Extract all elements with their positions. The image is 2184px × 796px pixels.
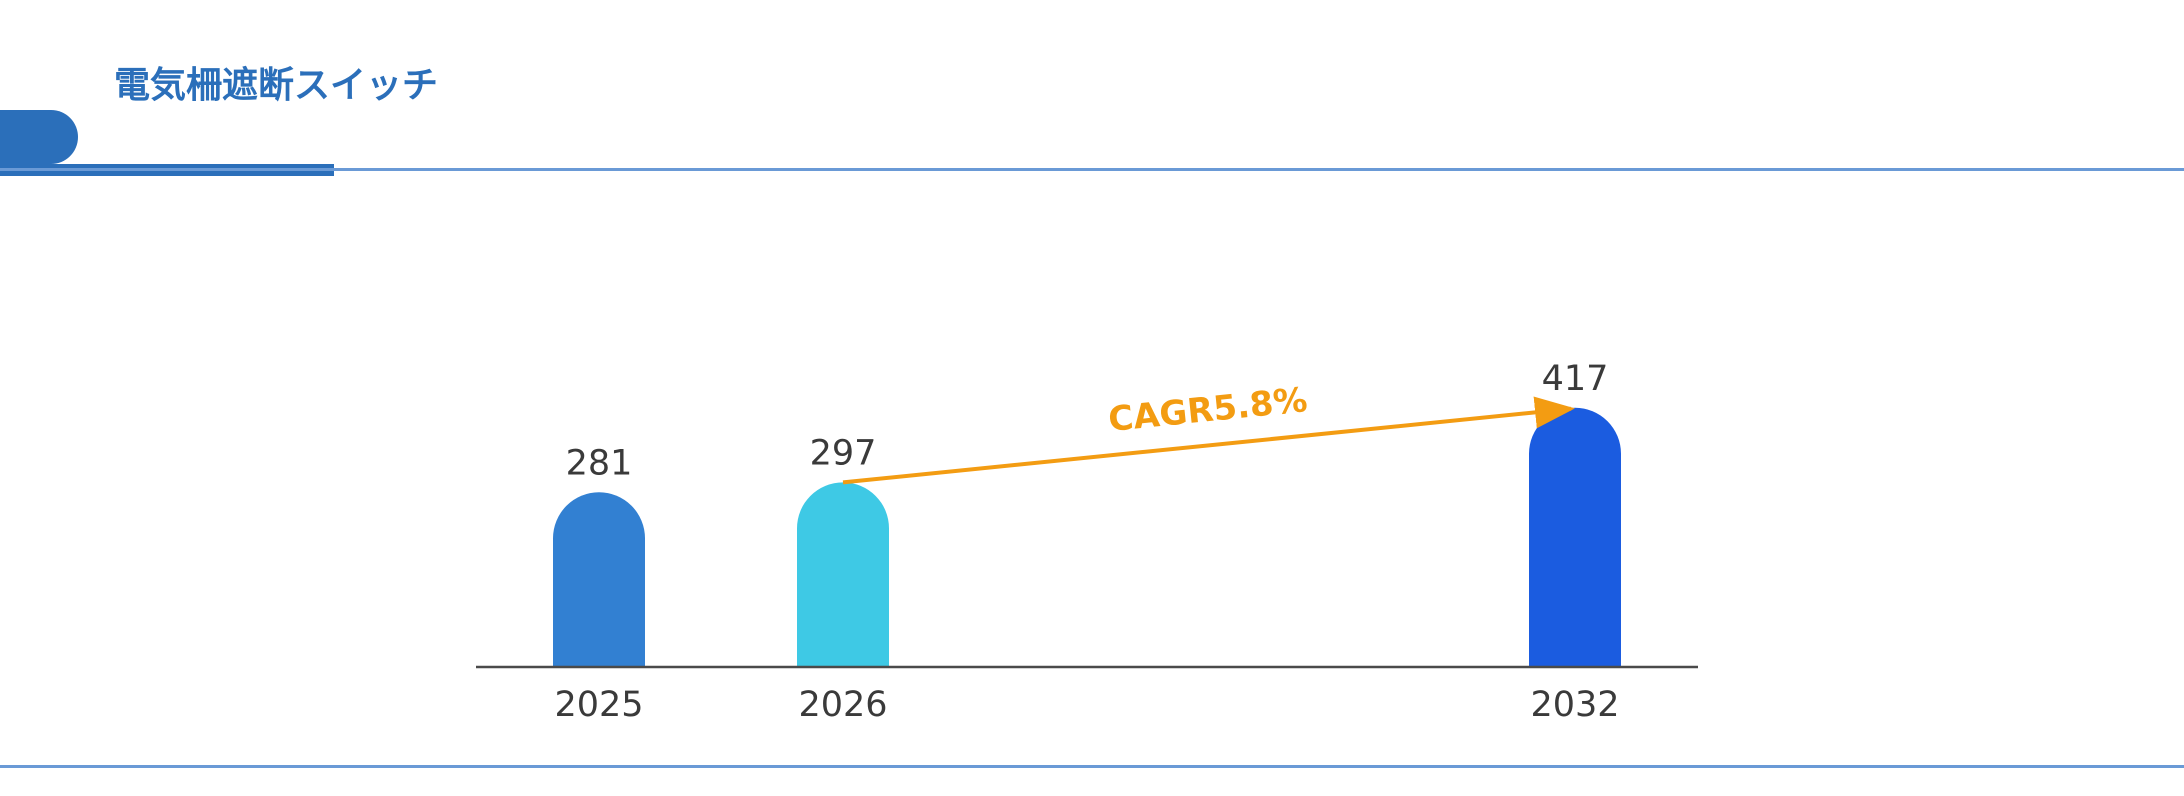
data-label-2026: 297 bbox=[810, 433, 877, 473]
header-tab-decoration bbox=[0, 110, 78, 164]
data-label-2032: 417 bbox=[1542, 359, 1609, 399]
cagr-annotation: CAGR5.8% bbox=[842, 380, 1575, 485]
bar-2025 bbox=[553, 492, 645, 667]
bar-2026 bbox=[797, 482, 890, 667]
x-tick-label-2032: 2032 bbox=[1530, 685, 1619, 725]
footer-divider-line bbox=[0, 765, 2184, 768]
x-tick-label-2026: 2026 bbox=[798, 685, 887, 725]
bar-2032 bbox=[1529, 407, 1621, 667]
page-title: 電気柵遮断スイッチ bbox=[114, 65, 439, 106]
cagr-label: CAGR5.8% bbox=[1107, 380, 1310, 440]
header-divider-line bbox=[0, 168, 2184, 171]
labels-layer: 281 2025 297 2026 417 2032 bbox=[554, 359, 1619, 725]
bars-layer bbox=[553, 407, 1621, 667]
data-label-2025: 281 bbox=[566, 443, 633, 483]
cagr-arrow bbox=[842, 396, 1575, 485]
x-tick-label-2025: 2025 bbox=[554, 685, 643, 725]
